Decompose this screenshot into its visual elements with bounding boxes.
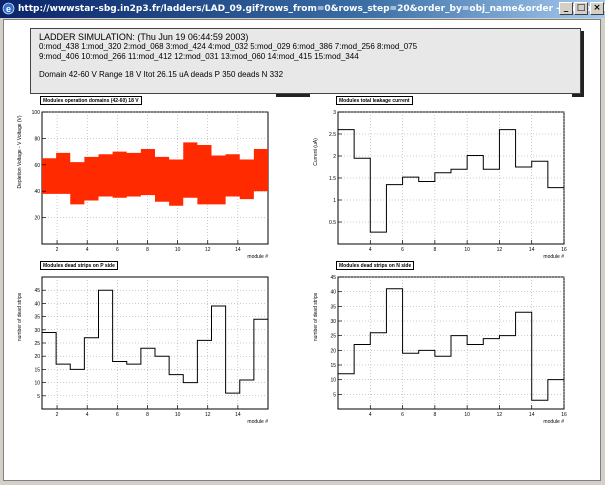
ladder-title: LADDER SIMULATION: (Thu Jun 19 06:44:59 … (39, 32, 249, 42)
y-tick-label: 15 (330, 363, 336, 369)
plot-frame (41, 276, 269, 410)
y-tick-label: 10 (330, 378, 336, 384)
y-tick-label: 40 (34, 301, 40, 307)
x-tick-label: 14 (529, 412, 535, 418)
x-tick-label: 14 (529, 247, 535, 253)
chart-title: Modules dead strips on P side (40, 261, 118, 270)
x-axis-label: module # (247, 419, 268, 425)
x-tick-label: 4 (86, 247, 89, 253)
chart-dead-p-plot: 5 10 15 20 25 30 35 40 45 2 4 6 8 10 12 14 module # numbe… (17, 276, 269, 425)
y-tick-label: 5 (37, 394, 40, 400)
x-tick-label: 2 (56, 247, 59, 253)
module-list-row2: 9:mod_406 10:mod_266 11:mod_412 12:mod_0… (39, 52, 359, 61)
y-tick-label: 20 (330, 348, 336, 354)
x-tick-label: 8 (433, 412, 436, 418)
page-content: LADDER SIMULATION: (Thu Jun 19 06:44:59 … (3, 19, 601, 481)
ladder-header: LADDER SIMULATION: (Thu Jun 19 06:44:59 … (30, 28, 581, 94)
x-tick-label: 14 (235, 247, 241, 253)
maximize-button[interactable]: □ (574, 2, 588, 15)
minimize-button[interactable]: _ (559, 2, 573, 15)
x-tick-label: 10 (175, 247, 181, 253)
y-tick-label: 20 (34, 216, 40, 222)
x-tick-label: 8 (146, 247, 149, 253)
chart-voltage: Modules operation domains (42-60) 18 V 2… (14, 94, 276, 266)
y-tick-label: 80 (34, 136, 40, 142)
close-button[interactable]: × (590, 2, 604, 15)
y-tick-label: 3 (333, 110, 336, 116)
svg-text:e: e (6, 4, 11, 14)
y-tick-label: 30 (330, 319, 336, 325)
x-tick-label: 10 (464, 247, 470, 253)
y-tick-label: 20 (34, 354, 40, 360)
plot-frame (337, 111, 565, 245)
x-tick-label: 8 (146, 412, 149, 418)
y-tick-label: 40 (330, 290, 336, 296)
x-tick-label: 6 (116, 412, 119, 418)
chart-dead-p: Modules dead strips on P side 5 10 15 20 25 3… (14, 259, 276, 431)
y-tick-label: 0.5 (329, 220, 336, 226)
series-line (42, 289, 268, 394)
x-tick-label: 6 (401, 412, 404, 418)
chart-title: Modules total leakage current (336, 96, 413, 105)
y-axis-label: Depletion Voltage - V Voltage (V) (17, 115, 23, 188)
chart-voltage-plot: 20 40 60 80 100 2 4 6 8 10 12 14 module # Depletion V… (17, 110, 269, 260)
x-tick-label: 2 (56, 412, 59, 418)
x-tick-label: 4 (86, 412, 89, 418)
x-axis-label: module # (543, 419, 564, 425)
y-tick-label: 2 (333, 154, 336, 160)
chart-title: Modules dead strips on N side (336, 261, 415, 270)
x-tick-label: 4 (369, 247, 372, 253)
y-tick-label: 5 (333, 392, 336, 398)
y-tick-label: 2.5 (329, 132, 336, 138)
y-tick-label: 45 (34, 288, 40, 294)
x-tick-label: 12 (497, 412, 503, 418)
window-titlebar[interactable]: e http://wwwstar-sbg.in2p3.fr/ladders/LA… (0, 0, 605, 18)
y-tick-label: 15 (34, 367, 40, 373)
x-tick-label: 16 (561, 247, 567, 253)
y-tick-label: 25 (330, 334, 336, 340)
y-tick-label: 60 (34, 163, 40, 169)
x-tick-label: 16 (561, 412, 567, 418)
y-axis-label: number of dead strips (17, 292, 23, 341)
y-tick-label: 100 (32, 110, 41, 116)
x-tick-label: 10 (464, 412, 470, 418)
x-tick-label: 12 (497, 247, 503, 253)
x-axis-label: module # (247, 254, 268, 260)
y-tick-label: 30 (34, 328, 40, 334)
module-list-row1: 0:mod_438 1:mod_320 2:mod_068 3:mod_424 … (39, 42, 418, 51)
x-tick-label: 10 (175, 412, 181, 418)
chart-leakage: Modules total leakage current 0.5 1 1.5 2 2.… (310, 94, 572, 266)
voltage-band (42, 142, 268, 206)
y-tick-label: 45 (330, 275, 336, 281)
series-line (338, 288, 564, 401)
chart-dead-n: Modules dead strips on N side 5 10 15 20 25 3… (310, 259, 572, 431)
x-tick-label: 6 (401, 247, 404, 253)
y-tick-label: 35 (330, 304, 336, 310)
series-line (338, 129, 564, 233)
y-tick-label: 35 (34, 315, 40, 321)
y-tick-label: 1.5 (329, 176, 336, 182)
y-tick-label: 10 (34, 381, 40, 387)
y-axis-label: Current (uA) (313, 138, 319, 166)
chart-title: Modules operation domains (42-60) 18 V (40, 96, 142, 105)
ie-icon: e (2, 2, 15, 15)
y-tick-label: 25 (34, 341, 40, 347)
y-tick-label: 40 (34, 189, 40, 195)
x-tick-label: 12 (205, 247, 211, 253)
window-title: http://wwwstar-sbg.in2p3.fr/ladders/LAD_… (18, 4, 605, 14)
x-tick-label: 6 (116, 247, 119, 253)
x-axis-label: module # (543, 254, 564, 260)
x-tick-label: 12 (205, 412, 211, 418)
x-tick-label: 14 (235, 412, 241, 418)
x-tick-label: 8 (433, 247, 436, 253)
ladder-summary: Domain 42-60 V Range 18 V Itot 26.15 uA … (39, 70, 284, 79)
y-axis-label: number of dead strips (313, 292, 319, 341)
y-tick-label: 1 (333, 198, 336, 204)
x-tick-label: 4 (369, 412, 372, 418)
